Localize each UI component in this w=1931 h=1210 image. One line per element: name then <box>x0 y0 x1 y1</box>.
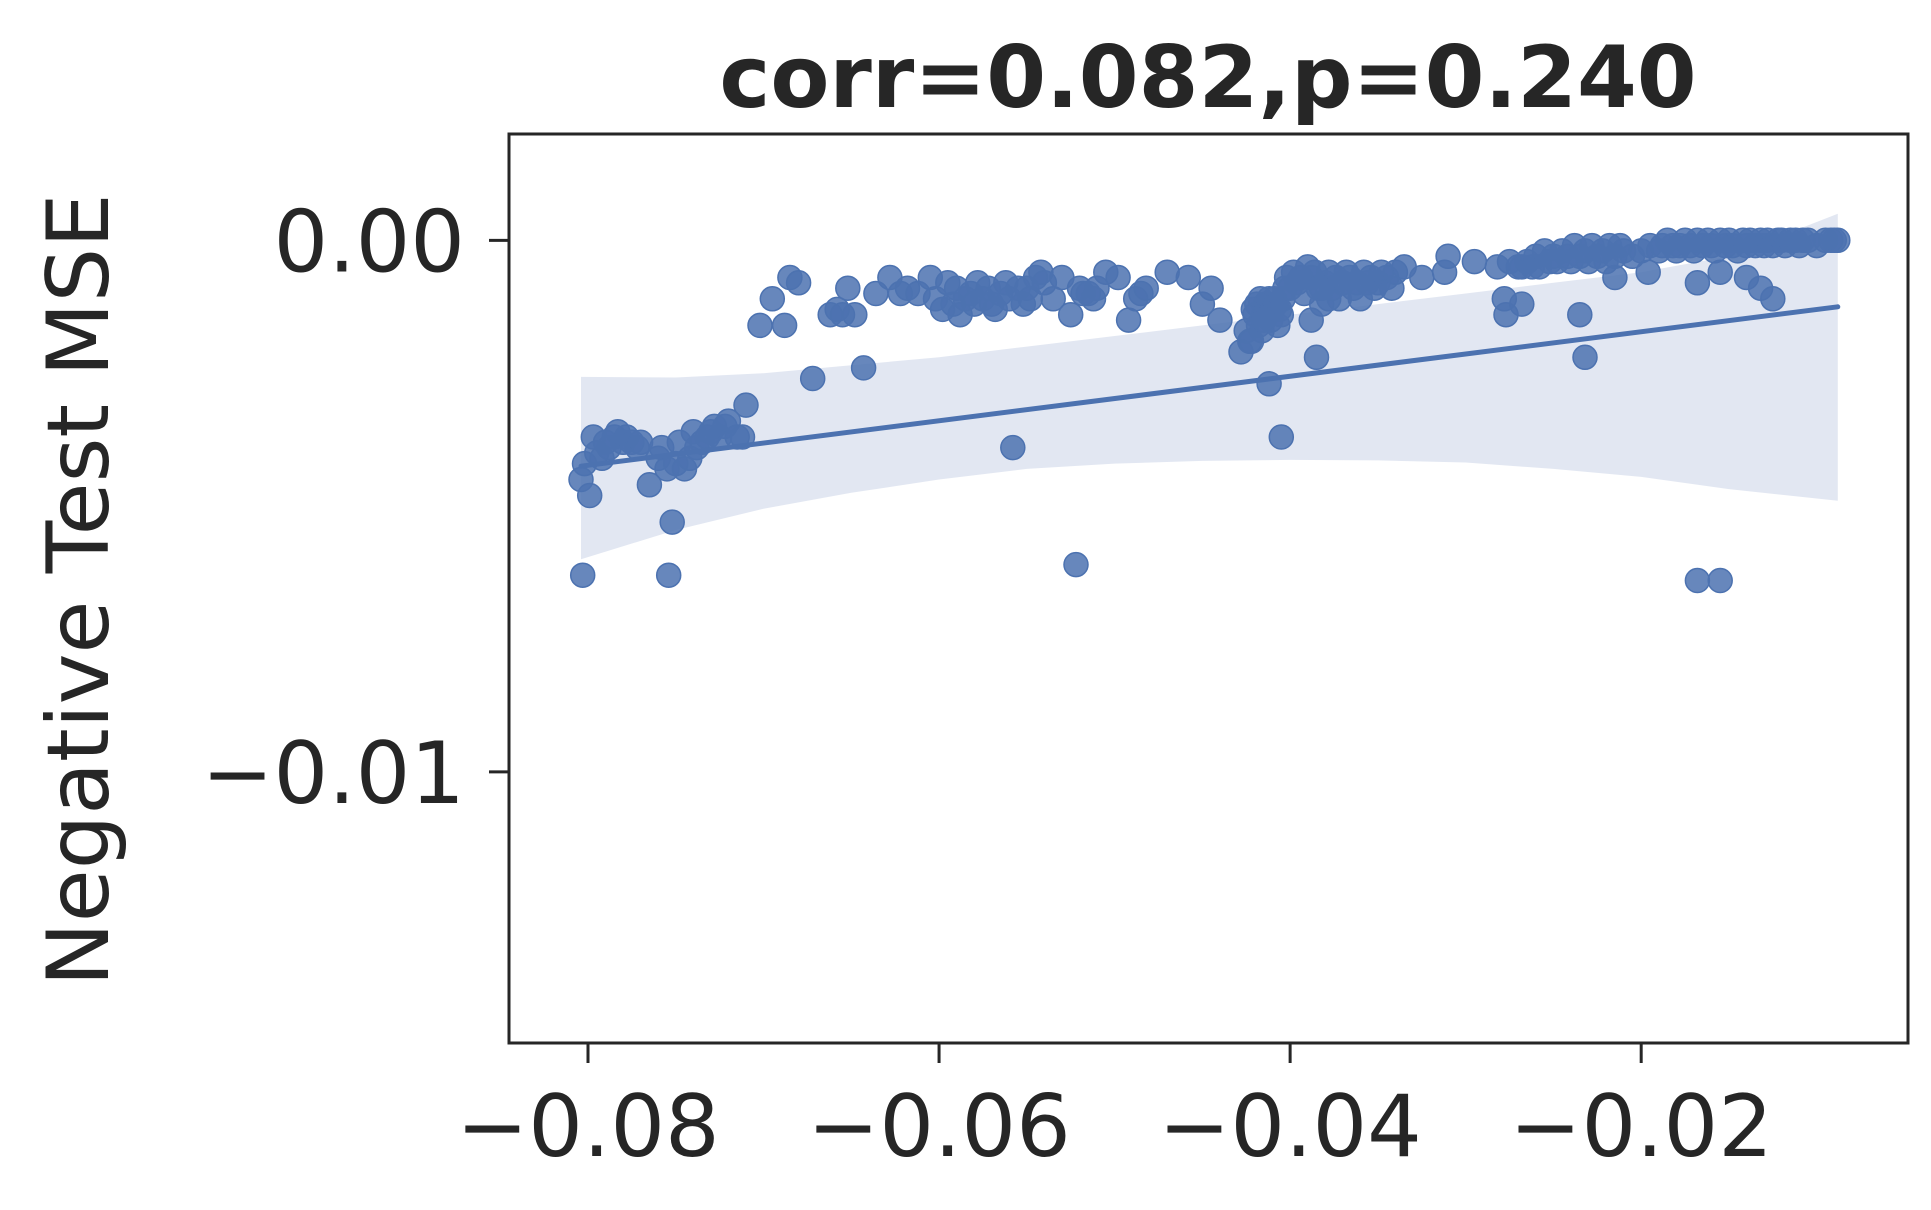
data-point <box>1567 301 1593 328</box>
data-point <box>636 472 663 498</box>
data-point <box>1684 270 1711 296</box>
data-point <box>1154 259 1180 285</box>
data-point <box>799 365 826 392</box>
data-point <box>1175 264 1202 291</box>
data-point <box>1435 243 1461 270</box>
data-point <box>655 562 682 588</box>
chart-title: corr=0.082,p=0.240 <box>719 28 1696 128</box>
data-point <box>1602 264 1628 291</box>
data-point <box>569 562 596 588</box>
y-axis-label: Negative Test MSE <box>29 193 129 986</box>
x-tick-label: −0.04 <box>1158 1077 1422 1177</box>
data-point <box>1057 301 1084 328</box>
data-point <box>1308 275 1335 301</box>
data-point <box>1207 307 1233 333</box>
regression-line <box>578 304 1841 469</box>
x-tick-label: −0.06 <box>807 1077 1071 1177</box>
data-point <box>1251 307 1277 333</box>
data-point <box>1238 328 1265 355</box>
data-point <box>1298 307 1324 333</box>
data-point <box>1303 344 1330 371</box>
data-point <box>1000 434 1026 461</box>
data-point <box>1684 567 1711 594</box>
data-point <box>747 312 773 339</box>
data-point <box>733 392 759 418</box>
data-point <box>1707 259 1733 285</box>
y-tick-label: −0.01 <box>201 724 465 824</box>
data-point <box>835 275 861 301</box>
data-point <box>1707 567 1733 594</box>
data-point <box>1115 307 1142 333</box>
data-point <box>842 301 868 328</box>
data-point <box>785 270 812 296</box>
data-point <box>771 312 798 339</box>
data-point <box>1635 259 1661 285</box>
plot-frame <box>507 132 1910 1045</box>
y-tick-label: 0.00 <box>274 192 465 292</box>
data-point <box>659 509 685 535</box>
x-tick-label: −0.02 <box>1509 1077 1773 1177</box>
data-point <box>1760 286 1786 312</box>
data-point <box>576 482 603 509</box>
data-point <box>1063 551 1089 578</box>
data-point <box>1268 424 1295 450</box>
data-point <box>1572 344 1598 371</box>
data-point <box>1461 248 1488 275</box>
data-point <box>1133 275 1159 301</box>
data-point <box>1105 264 1131 291</box>
data-point <box>850 355 877 381</box>
data-point <box>759 286 786 312</box>
data-point <box>1198 275 1224 301</box>
data-point <box>1409 264 1435 291</box>
data-point <box>1825 227 1851 254</box>
data-point <box>1509 291 1535 317</box>
x-tick-label: −0.08 <box>456 1077 720 1177</box>
